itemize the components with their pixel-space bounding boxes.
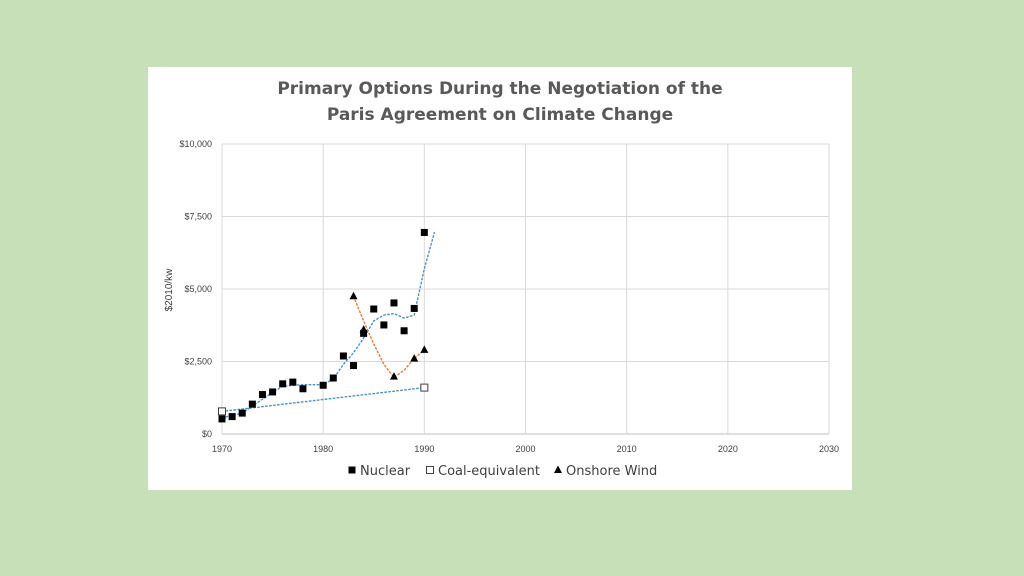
x-tick-label: 1970: [212, 444, 232, 454]
y-tick-label: $10,000: [179, 139, 212, 149]
legend: Nuclear Coal-equivalent Onshore Wind: [348, 464, 657, 479]
point-nuclear: [248, 400, 256, 408]
point-nuclear: [360, 329, 368, 337]
point-nuclear: [289, 378, 297, 386]
x-tick-label: 2030: [819, 444, 839, 454]
chart-title-line-1: Primary Options During the Negotiation o…: [277, 79, 723, 99]
chart-title: Primary Options During the Negotiation o…: [148, 76, 852, 128]
y-tick-label: $0: [202, 429, 212, 439]
point-nuclear: [420, 228, 428, 236]
point-nuclear: [258, 391, 266, 399]
y-tick-label: $5,000: [184, 284, 212, 294]
x-tick-label: 2000: [515, 444, 535, 454]
point-nuclear: [238, 409, 246, 417]
legend-marker-coal-equivalent: [426, 466, 434, 474]
legend-marker-onshore-wind: [554, 465, 562, 473]
point-nuclear: [279, 380, 287, 388]
x-tick-label: 2010: [617, 444, 637, 454]
legend-label-onshore-wind: Onshore Wind: [566, 464, 657, 479]
y-tick-label: $2,500: [184, 357, 212, 367]
point-nuclear: [339, 352, 347, 360]
point-nuclear: [299, 385, 307, 393]
point-nuclear: [329, 374, 337, 382]
y-tick-label: $7,500: [184, 212, 212, 222]
x-tick-label: 1980: [313, 444, 333, 454]
point-onshore-wind: [359, 325, 368, 333]
point-onshore-wind: [420, 345, 429, 353]
point-nuclear: [400, 327, 408, 335]
point-nuclear: [218, 415, 226, 423]
point-nuclear: [319, 381, 327, 389]
chart-title-line-2: Paris Agreement on Climate Change: [326, 105, 674, 125]
legend-item-onshore-wind: Onshore Wind: [554, 464, 657, 479]
legend-marker-nuclear: [348, 466, 356, 474]
point-nuclear: [228, 413, 236, 421]
point-onshore-wind: [410, 354, 419, 362]
point-nuclear: [370, 305, 378, 313]
point-coal-equivalent: [420, 383, 429, 392]
x-tick-label: 2020: [718, 444, 738, 454]
point-onshore-wind: [349, 291, 358, 300]
point-onshore-wind: [389, 372, 398, 380]
legend-item-nuclear: Nuclear: [348, 464, 411, 479]
legend-item-coal-equivalent: Coal-equivalent: [426, 464, 540, 479]
point-nuclear: [390, 299, 398, 307]
point-nuclear: [410, 304, 418, 312]
data-points: [218, 228, 429, 423]
x-tick-labels: 1970 1980 1990 2000 2010 2020 2030: [212, 444, 839, 454]
grid-lines: [221, 143, 830, 435]
point-nuclear: [380, 321, 388, 329]
x-tick-label: 1990: [414, 444, 434, 454]
legend-label-nuclear: Nuclear: [360, 464, 411, 479]
trendlines: [221, 231, 436, 419]
legend-label-coal-equivalent: Coal-equivalent: [438, 464, 540, 479]
point-coal-equivalent: [218, 407, 226, 416]
point-nuclear: [350, 362, 358, 370]
y-axis-title: $2010/kw: [164, 268, 175, 312]
chart-card: [148, 67, 852, 490]
y-tick-labels: $0 $2,500 $5,000 $7,500 $10,000: [179, 139, 212, 439]
point-nuclear: [269, 388, 277, 396]
